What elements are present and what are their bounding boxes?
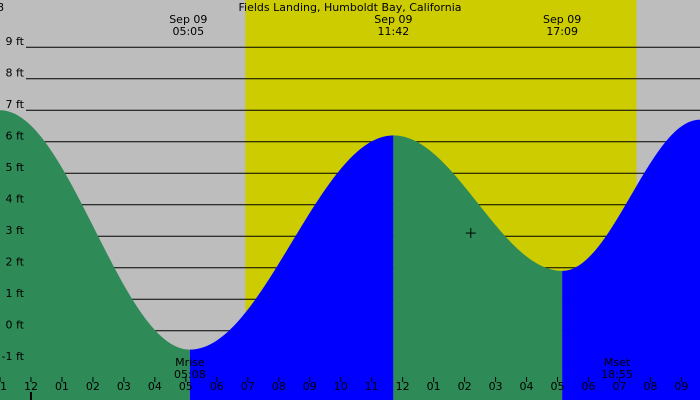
now-marker	[29, 392, 32, 400]
moon-time-label: 05:08	[174, 368, 206, 381]
x-tick-label: 08	[643, 380, 657, 393]
y-tick-label: 7 ft	[6, 98, 25, 111]
y-tick-label: 2 ft	[6, 256, 25, 269]
rising-tide-area	[189, 135, 394, 400]
tide-areas	[0, 110, 700, 400]
edge-label: 8	[0, 1, 4, 14]
x-tick-label: 04	[148, 380, 162, 393]
falling-tide-area	[0, 110, 190, 400]
moon-event-label: Mset	[604, 356, 631, 369]
x-tick-label: 11	[365, 380, 379, 393]
cursor-crosshair	[465, 228, 476, 239]
y-tick-label: -1 ft	[2, 350, 25, 363]
extreme-date-label: Sep 09	[374, 13, 412, 26]
y-axis-labels: 9 ft 8 ft 7 ft 6 ft 5 ft 4 ft 3 ft 2 ft 1 ft 0 ft…	[2, 35, 25, 363]
x-tick-label: 09	[303, 380, 317, 393]
x-tick-label: 08	[272, 380, 286, 393]
x-tick-label: 12	[396, 380, 410, 393]
x-tick-label: 12	[24, 380, 38, 393]
x-tick-label: 01	[55, 380, 69, 393]
x-tick-label: 02	[458, 380, 472, 393]
extreme-date-label: Sep 09	[169, 13, 207, 26]
x-tick-label: 09	[674, 380, 688, 393]
x-tick-label: 06	[581, 380, 595, 393]
extreme-time-label: 05:05	[172, 25, 204, 38]
x-tick-label: 11	[0, 380, 7, 393]
y-tick-label: 3 ft	[6, 224, 25, 237]
extreme-time-label: 17:09	[546, 25, 578, 38]
extreme-date-label: Sep 09	[543, 13, 581, 26]
y-tick-label: 6 ft	[6, 130, 25, 143]
y-tick-label: 8 ft	[6, 67, 25, 80]
falling-tide-area	[393, 135, 563, 400]
y-tick-label: 1 ft	[6, 287, 25, 300]
y-tick-label: 9 ft	[6, 35, 25, 48]
x-tick-label: 05	[179, 380, 193, 393]
x-tick-label: 01	[427, 380, 441, 393]
x-tick-label: 03	[489, 380, 503, 393]
now-marker-bar	[29, 392, 32, 400]
y-tick-label: 0 ft	[6, 319, 25, 332]
x-axis-labels: 11 12 01 02 03 04 05 06 07 08 09 10 11 12 01 02 03 04 05 06…	[0, 377, 688, 393]
y-tick-label: 4 ft	[6, 193, 25, 206]
x-tick-label: 03	[117, 380, 131, 393]
x-tick-label: 06	[210, 380, 224, 393]
x-tick-label: 04	[520, 380, 534, 393]
x-tick-label: 07	[241, 380, 255, 393]
extreme-time-label: 11:42	[378, 25, 410, 38]
y-tick-label: 5 ft	[6, 161, 25, 174]
moon-event-label: Mrise	[175, 356, 205, 369]
x-tick-label: 02	[86, 380, 100, 393]
x-tick-label: 05	[551, 380, 565, 393]
x-tick-label: 10	[334, 380, 348, 393]
chart-title: Fields Landing, Humboldt Bay, California	[239, 1, 462, 14]
x-tick-label: 07	[612, 380, 626, 393]
rising-tide-area	[562, 119, 700, 400]
moon-time-label: 18:55	[601, 368, 633, 381]
